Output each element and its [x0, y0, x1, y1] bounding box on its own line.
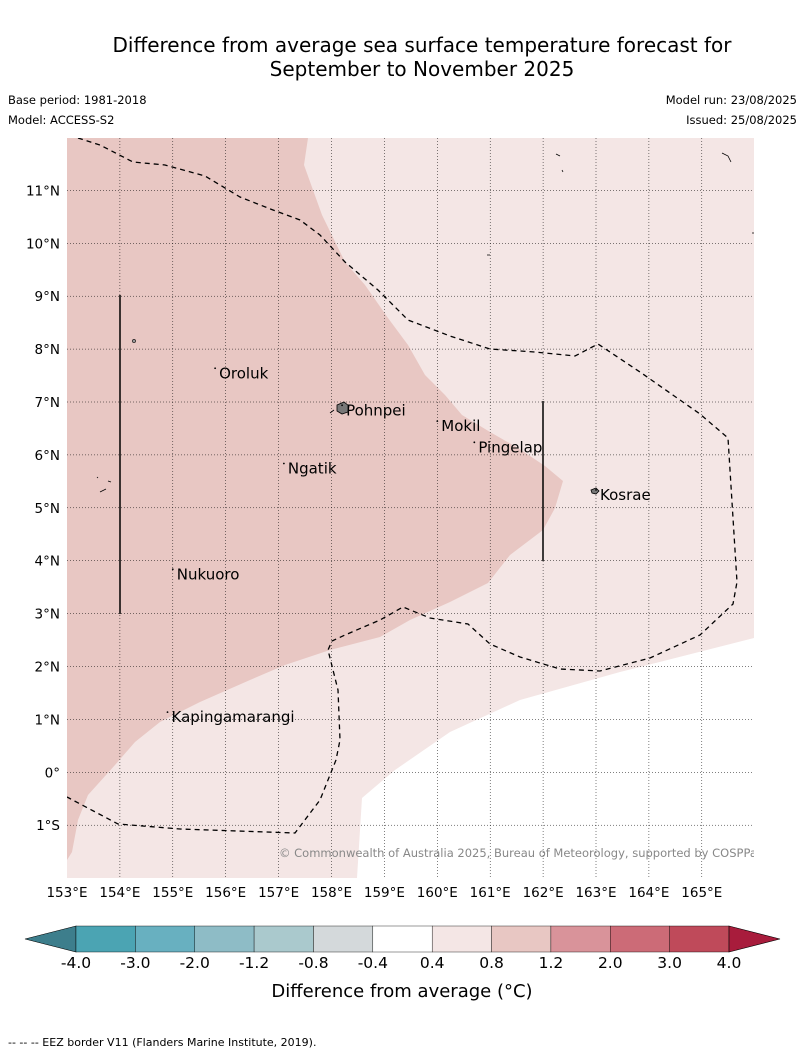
colorbar-extend-high: [728, 925, 781, 953]
colorbar-label: Difference from average (°C): [271, 981, 532, 1002]
colorbar-segment: [194, 925, 255, 953]
kosrae-island-shape: [590, 487, 600, 495]
place-label-nukuoro: Nukuoro: [177, 565, 240, 583]
lat-tick-label: 4°N: [35, 554, 60, 570]
colorbar-tick-label: -1.2: [239, 954, 269, 972]
place-label-ngatik: Ngatik: [288, 459, 337, 477]
colorbar-tick-label: -0.8: [298, 954, 328, 972]
lat-tick-label: 2°N: [35, 660, 60, 676]
model-run: Model run: 23/08/2025: [665, 93, 797, 107]
place-marker: [282, 462, 285, 465]
latitude-labels: 11°N 10°N 9°N 8°N 7°N 6°N 5°N 4°N 3°N 2°N 1°N 0° 1°S: [26, 183, 60, 834]
lon-tick-label: 155°E: [152, 885, 193, 901]
colorbar-segment: [669, 925, 730, 953]
lat-tick-label: 8°N: [35, 342, 60, 358]
colorbar-tick-label: 0.8: [479, 954, 504, 972]
colorbar-tick-label: -0.4: [358, 954, 388, 972]
title-line-2: September to November 2025: [269, 57, 575, 81]
colorbar-segment: [610, 925, 670, 953]
colorbar-segment: [75, 925, 136, 953]
colorbar-extend-low: [24, 925, 77, 953]
colorbar-segment: [431, 925, 492, 953]
lat-tick-label: 10°N: [26, 236, 60, 252]
place-label-pingelap: Pingelap: [478, 438, 542, 456]
place-label-mokil: Mokil: [441, 417, 480, 435]
islet-marker: [487, 232, 754, 256]
place-label-kosrae: Kosrae: [600, 486, 651, 504]
colorbar-tick-label: 4.0: [717, 954, 742, 972]
place-labels: Oroluk Pohnpei Mokil Pingelap Ngatik Kosrae Nu…: [166, 364, 651, 726]
graticule: [67, 138, 754, 878]
colorbar-tick-label: -4.0: [61, 954, 91, 972]
colorbar: -4.0 -3.0 -2.0 -1.2 -0.8 -0.4 0.4 0.8 1.2 2.0 3.0 4…: [24, 925, 781, 972]
colorbar-segment: [372, 925, 433, 953]
colorbar-segment: [135, 925, 195, 953]
lon-tick-label: 160°E: [417, 885, 458, 901]
colorbar-segment: [491, 925, 552, 953]
lon-tick-label: 159°E: [364, 885, 405, 901]
colorbar-segment: [550, 925, 611, 953]
lat-tick-label: 9°N: [35, 289, 60, 305]
title-line-1: Difference from average sea surface temp…: [112, 33, 732, 57]
lat-tick-label: 1°S: [36, 818, 60, 834]
place-label-pohnpei: Pohnpei: [346, 401, 406, 419]
place-marker: [166, 711, 169, 714]
colorbar-tick-label: -2.0: [180, 954, 210, 972]
place-label-oroluk: Oroluk: [219, 364, 268, 382]
lon-tick-label: 161°E: [470, 885, 511, 901]
base-period: Base period: 1981-2018: [8, 93, 147, 107]
lat-tick-label: 0°: [45, 765, 60, 781]
place-marker: [436, 420, 439, 423]
lat-tick-label: 1°N: [35, 712, 60, 728]
islet-marker: [555, 153, 564, 173]
copyright-notice: © Commonwealth of Australia 2025, Bureau…: [279, 846, 763, 860]
lat-tick-label: 3°N: [35, 607, 60, 623]
pohnpei-island-shape: [336, 401, 350, 415]
colorbar-tick-label: 0.4: [420, 954, 445, 972]
lat-tick-label: 7°N: [35, 395, 60, 411]
lon-tick-label: 163°E: [575, 885, 616, 901]
lat-tick-label: 5°N: [35, 501, 60, 517]
issued-date: Issued: 25/08/2025: [686, 113, 797, 127]
anomaly-zone-neutral: [357, 638, 754, 878]
place-marker: [341, 404, 343, 407]
lat-tick-label: 11°N: [26, 183, 60, 199]
lon-tick-label: 165°E: [681, 885, 722, 901]
colorbar-segment: [253, 925, 314, 953]
lon-tick-label: 157°E: [258, 885, 299, 901]
eez-border: [67, 138, 738, 834]
islet-marker: [329, 409, 335, 414]
place-marker: [595, 489, 597, 491]
lon-tick-label: 162°E: [523, 885, 564, 901]
longitude-labels: 153°E 154°E 155°E 156°E 157°E 158°E 159°E 160°E…: [46, 885, 722, 901]
lon-tick-label: 154°E: [99, 885, 140, 901]
islet-marker: [721, 152, 732, 163]
colorbar-tick-label: 2.0: [598, 954, 623, 972]
colorbar-tick-label: -3.0: [120, 954, 150, 972]
place-label-kapingamarangi: Kapingamarangi: [172, 708, 295, 726]
colorbar-tick-label: 3.0: [657, 954, 682, 972]
colorbar-tick-label: 1.2: [539, 954, 564, 972]
place-marker: [214, 367, 217, 370]
lon-tick-label: 158°E: [311, 885, 352, 901]
map-area: Oroluk Pohnpei Mokil Pingelap Ngatik Kosrae Nu…: [67, 138, 763, 878]
lat-tick-label: 6°N: [35, 448, 60, 464]
islet-marker: [96, 476, 112, 493]
islet-marker: [132, 339, 136, 343]
place-marker: [473, 441, 476, 444]
place-marker: [171, 568, 174, 571]
lon-tick-label: 164°E: [628, 885, 669, 901]
eez-footnote: -- -- -- EEZ border V11 (Flanders Marine…: [8, 1036, 317, 1049]
lon-tick-label: 153°E: [46, 885, 87, 901]
model-name: Model: ACCESS-S2: [8, 113, 115, 127]
lon-tick-label: 156°E: [205, 885, 246, 901]
anomaly-zone-0.8-1.2: [67, 138, 563, 860]
colorbar-segment: [313, 925, 374, 953]
